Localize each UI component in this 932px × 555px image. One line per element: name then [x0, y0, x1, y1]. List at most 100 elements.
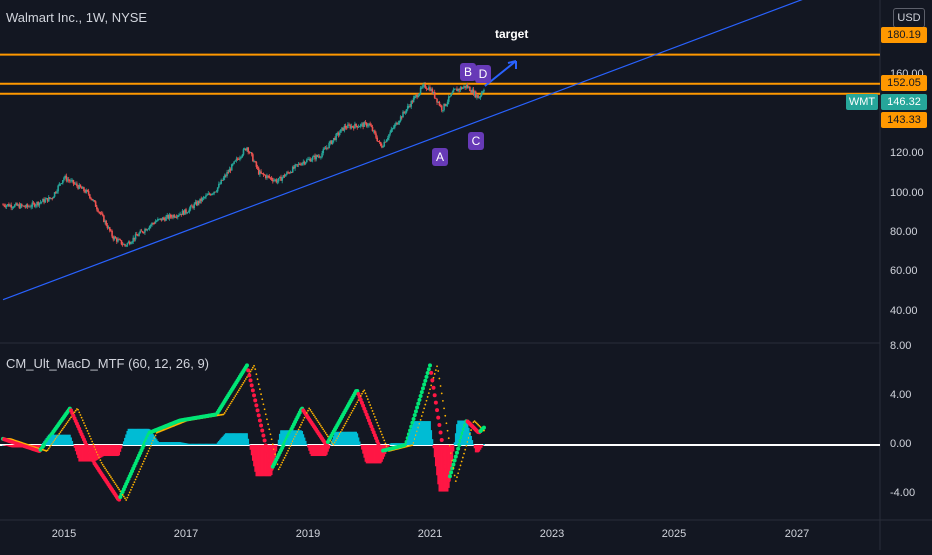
macd-signal-point: [443, 407, 445, 410]
macd-signal-point: [376, 421, 379, 424]
price-candle-body: [196, 201, 199, 206]
price-candle-body: [290, 172, 293, 173]
macd-signal-point: [67, 419, 70, 422]
macd-histogram-bar: [127, 428, 130, 445]
price-candle-body: [158, 218, 160, 220]
price-candle-body: [381, 145, 383, 148]
price-candle-body: [303, 161, 306, 164]
price-candle-body: [439, 105, 442, 107]
price-candle-body: [480, 92, 483, 96]
price-candle-body: [32, 202, 35, 204]
price-candle-body: [107, 227, 110, 229]
price-candle-body: [288, 172, 291, 174]
indicator-title[interactable]: CM_Ult_MacD_MTF (60, 12, 26, 9): [6, 356, 210, 371]
macd-histogram-bar: [149, 430, 152, 445]
macd-histogram-bar: [305, 444, 308, 445]
macd-histogram-bar: [203, 443, 206, 445]
macd-histogram-bar: [163, 442, 166, 445]
macd-histogram-bar: [417, 421, 420, 445]
price-candle-body: [478, 97, 481, 99]
macd-histogram-bar: [446, 445, 449, 492]
price-candle-body: [294, 164, 296, 169]
macd-histogram-bar: [481, 445, 484, 446]
price-candle-body: [120, 240, 123, 245]
macd-line-point: [249, 383, 254, 388]
price-candle-body: [157, 219, 159, 221]
price-candle-body: [229, 169, 232, 171]
price-candle-body: [276, 181, 279, 183]
x-axis-label: 2021: [417, 528, 443, 540]
price-candle-body: [81, 187, 84, 189]
macd-histogram-bar: [349, 431, 352, 445]
macd-signal-point: [436, 365, 438, 368]
macd-histogram-bar: [49, 434, 51, 445]
macd-histogram-bar: [457, 420, 460, 445]
macd-line-point: [256, 413, 261, 418]
macd-signal-point: [70, 416, 72, 419]
price-candle-body: [368, 123, 370, 126]
price-candle-body: [286, 172, 288, 175]
macd-signal-point: [447, 437, 450, 440]
macd-histogram-bar: [51, 434, 54, 445]
macd-histogram-bar: [329, 445, 332, 446]
price-candle-body: [424, 83, 427, 89]
macd-signal-point: [470, 429, 472, 431]
price-candle-body: [261, 173, 264, 175]
price-candle-body: [199, 198, 201, 204]
price-candle-body: [172, 215, 174, 218]
price-candle-body: [456, 88, 458, 92]
macd-signal-point: [278, 466, 281, 469]
price-candle-body: [275, 179, 278, 183]
macd-signal-point: [476, 422, 478, 425]
price-candle-body: [19, 204, 22, 209]
macd-histogram-bar: [181, 442, 184, 445]
price-candle-body: [464, 86, 466, 88]
macd-histogram-bar: [351, 431, 354, 445]
price-candle-body: [227, 172, 230, 173]
macd-histogram-bar: [135, 428, 138, 445]
macd-histogram-bar: [39, 445, 42, 447]
price-candle-body: [253, 161, 255, 163]
macd-signal-point: [254, 368, 257, 371]
macd-histogram-bar: [274, 445, 277, 458]
macd-histogram-bar: [293, 430, 295, 445]
macd-signal-point: [465, 444, 468, 447]
price-candle-body: [87, 191, 90, 195]
macd-signal-point: [88, 435, 91, 438]
price-candle-body: [17, 204, 20, 206]
currency-button[interactable]: USD: [893, 8, 925, 28]
macd-signal-point: [274, 453, 277, 456]
macd-histogram-bar: [122, 441, 125, 445]
price-candle-body: [471, 89, 474, 93]
price-candle-body: [50, 198, 52, 199]
price-candle-body: [145, 229, 147, 231]
macd-signal-point: [364, 392, 367, 395]
macd-histogram-bar: [307, 445, 309, 448]
price-candle-body: [328, 143, 330, 149]
macd-histogram-bar: [151, 432, 153, 445]
x-axis-label: 2025: [661, 528, 687, 540]
price-candle-body: [463, 86, 465, 88]
macd-histogram-bar: [470, 436, 472, 445]
macd-axis-label: 4.00: [890, 389, 912, 401]
price-candle-body: [260, 171, 262, 174]
trendline: [2, 0, 803, 301]
price-candle-body: [165, 216, 167, 221]
macd-signal-point: [442, 399, 444, 402]
macd-histogram-bar: [16, 445, 18, 448]
price-candle-body: [4, 205, 7, 207]
macd-signal-point: [307, 409, 309, 412]
price-candle-body: [467, 87, 470, 88]
price-candle-body: [268, 176, 271, 178]
price-candle-body: [214, 191, 217, 193]
price-candle-body: [321, 153, 323, 157]
macd-signal-point: [58, 432, 61, 435]
price-candle-body: [10, 204, 13, 208]
macd-histogram-bar: [66, 434, 69, 445]
macd-histogram-bar: [223, 434, 226, 445]
macd-signal-point: [230, 400, 233, 403]
price-candle-body: [297, 163, 300, 165]
macd-signal-point: [320, 424, 322, 427]
price-candle-body: [141, 231, 144, 233]
